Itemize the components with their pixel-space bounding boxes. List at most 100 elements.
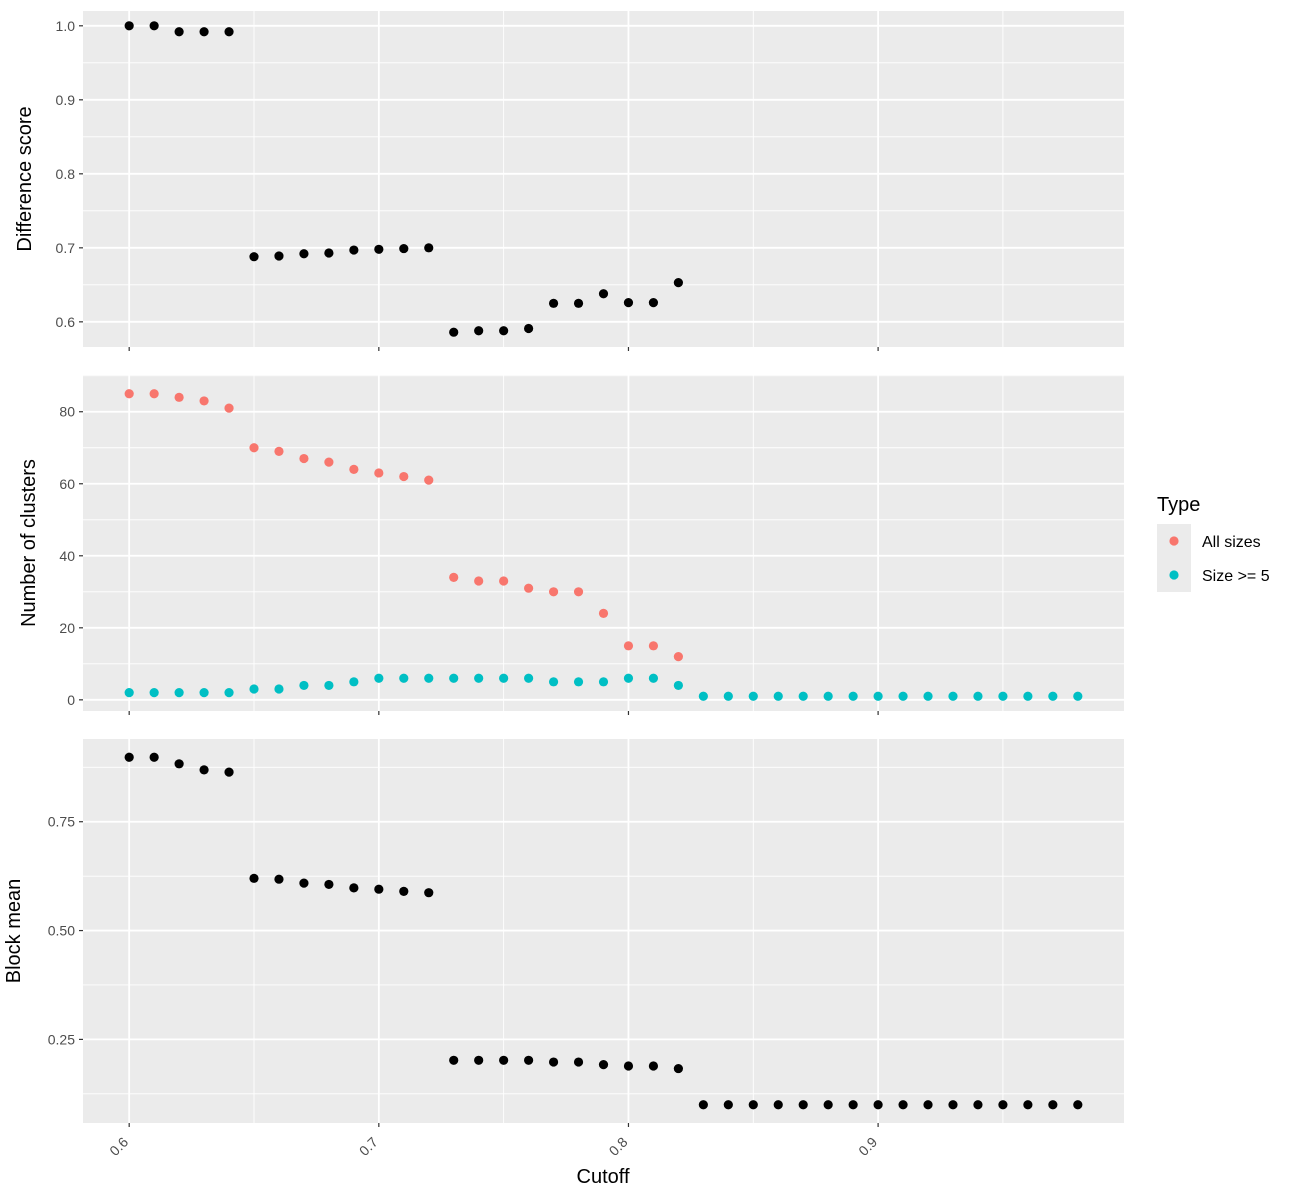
data-point: [249, 443, 259, 453]
data-point: [499, 326, 509, 336]
data-point: [399, 471, 409, 482]
panel-2: 0 20 40 60 80 Number of clusters: [18, 375, 1124, 715]
data-point: [124, 21, 134, 31]
data-point: [274, 684, 284, 694]
data-point: [873, 691, 883, 701]
data-point: [623, 641, 634, 651]
data-point: [648, 641, 659, 651]
data-point: [324, 248, 334, 258]
data-point: [174, 688, 184, 698]
data-point: [548, 1057, 559, 1067]
data-point: [499, 673, 509, 683]
y-tick-label: 0.8: [56, 166, 76, 182]
data-point: [199, 396, 209, 406]
data-point: [199, 27, 209, 37]
series-1: [124, 21, 683, 337]
data-point: [349, 245, 359, 255]
y-tick-label: 20: [59, 620, 75, 636]
y-tick-label: 0.75: [48, 814, 75, 830]
data-point: [149, 688, 159, 698]
data-point: [349, 677, 359, 687]
data-point: [449, 327, 459, 337]
x-tick-label: 0.8: [606, 1134, 631, 1159]
data-point: [374, 673, 384, 683]
data-point: [174, 759, 184, 769]
data-point: [598, 608, 609, 619]
data-point: [224, 403, 234, 413]
data-point: [573, 298, 584, 308]
data-point: [573, 1057, 584, 1067]
data-point: [773, 1100, 783, 1110]
data-point: [623, 673, 634, 683]
data-point: [424, 243, 434, 253]
data-point: [324, 457, 334, 467]
legend-key-marker: [1169, 570, 1179, 580]
data-point: [723, 691, 733, 701]
data-point: [174, 27, 184, 37]
data-point: [299, 680, 309, 691]
data-point: [274, 251, 284, 261]
series-1: [124, 752, 1083, 1110]
data-point: [748, 691, 758, 701]
data-point: [149, 752, 159, 762]
data-point: [324, 879, 334, 890]
data-point: [474, 673, 484, 683]
data-point: [449, 1055, 459, 1065]
y-tick-label: 0.6: [56, 314, 76, 330]
data-point: [998, 1100, 1008, 1110]
data-point: [973, 1100, 983, 1110]
data-point: [299, 878, 309, 888]
data-point: [124, 752, 134, 762]
data-point: [823, 1100, 833, 1110]
data-point: [873, 1100, 883, 1110]
data-point: [524, 673, 534, 683]
y-tick-label: 0.9: [56, 92, 76, 108]
data-point: [923, 691, 933, 701]
data-point: [399, 243, 409, 254]
data-point: [274, 874, 284, 884]
data-point: [349, 883, 359, 893]
data-point: [973, 691, 983, 701]
data-point: [224, 767, 234, 777]
data-point: [673, 278, 683, 288]
data-point: [399, 673, 409, 683]
data-point: [623, 1061, 634, 1071]
data-point: [1048, 1100, 1058, 1110]
data-point: [773, 691, 783, 701]
data-point: [1073, 1100, 1083, 1110]
data-point: [249, 684, 259, 694]
data-point: [474, 1055, 484, 1065]
data-point: [199, 688, 209, 698]
data-point: [548, 587, 559, 597]
data-point: [349, 464, 359, 474]
data-point: [798, 1100, 808, 1110]
y-tick-label: 40: [59, 548, 75, 564]
data-point: [898, 1100, 908, 1110]
data-point: [124, 389, 134, 399]
data-point: [723, 1100, 733, 1110]
y-tick-label: 0: [67, 692, 75, 708]
y-tick-label: 0.25: [48, 1031, 75, 1047]
data-point: [449, 673, 459, 683]
y-tick-label: 80: [59, 404, 75, 420]
data-point: [249, 873, 259, 883]
panel-background: [83, 375, 1124, 711]
data-point: [474, 576, 484, 586]
legend-entry: Size >= 5: [1157, 558, 1270, 592]
data-point: [598, 289, 609, 299]
data-point: [174, 392, 184, 402]
data-point: [673, 1063, 683, 1074]
data-point: [648, 673, 659, 683]
data-point: [374, 468, 384, 478]
data-point: [524, 323, 534, 334]
data-point: [573, 587, 584, 597]
data-point: [224, 688, 234, 698]
data-point: [748, 1100, 758, 1110]
data-point: [424, 673, 434, 683]
data-point: [149, 389, 159, 399]
data-point: [673, 652, 683, 662]
legend-keys: All sizes Size >= 5: [1157, 524, 1270, 592]
data-point: [798, 691, 808, 701]
panels-layer: 0.6 0.7 0.8 0.9 1.0 Difference score 0 20 40 60 80…: [3, 11, 1124, 1159]
